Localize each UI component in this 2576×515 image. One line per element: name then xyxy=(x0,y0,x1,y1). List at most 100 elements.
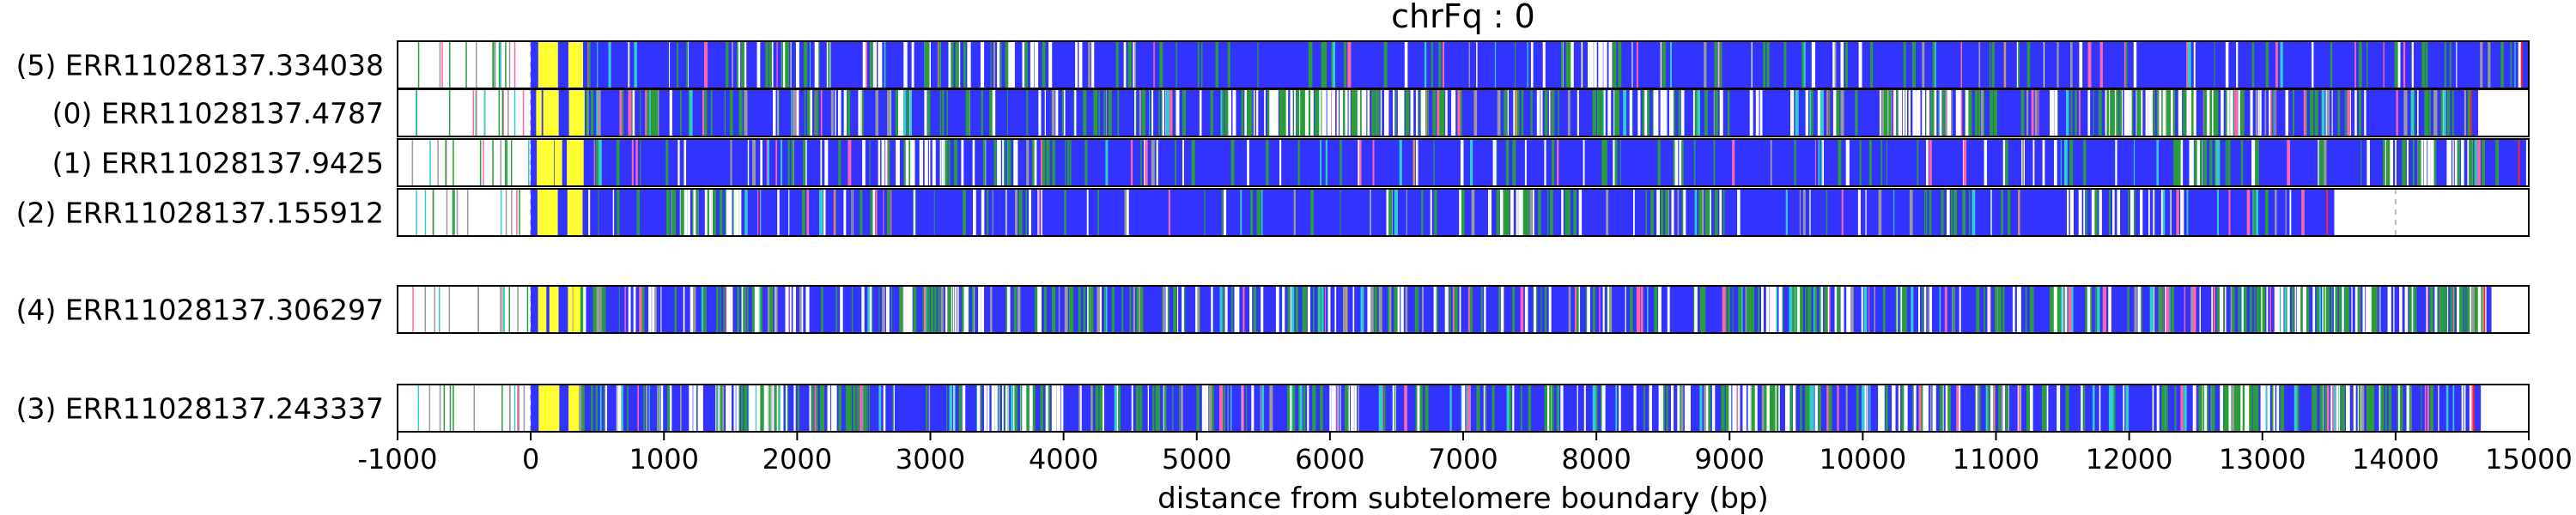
variant-mark xyxy=(1060,385,1064,432)
variant-mark xyxy=(631,89,633,136)
variant-mark xyxy=(913,286,916,333)
variant-mark xyxy=(834,385,837,432)
variant-mark xyxy=(424,286,426,333)
variant-mark xyxy=(2364,89,2366,136)
variant-mark xyxy=(799,286,803,333)
variant-mark xyxy=(2111,385,2116,432)
variant-mark xyxy=(1320,385,1323,432)
variant-mark xyxy=(597,89,601,136)
variant-mark xyxy=(884,41,886,88)
variant-mark xyxy=(598,139,602,186)
variant-mark xyxy=(1845,41,1849,88)
variant-mark xyxy=(2470,385,2472,432)
variant-mark xyxy=(1212,89,1213,136)
variant-mark xyxy=(1430,189,1432,236)
variant-mark xyxy=(1201,385,1206,432)
variant-mark xyxy=(1755,89,1759,136)
variant-mark xyxy=(2500,41,2504,88)
variant-mark xyxy=(2188,89,2191,136)
variant-mark xyxy=(1498,286,1501,333)
variant-mark xyxy=(1348,89,1351,136)
variant-mark xyxy=(765,385,768,432)
read-body xyxy=(531,286,2492,333)
variant-mark xyxy=(720,385,725,432)
variant-mark xyxy=(1568,189,1571,236)
variant-mark xyxy=(2326,89,2330,136)
variant-mark xyxy=(1924,189,1926,236)
variant-mark xyxy=(2067,189,2069,236)
variant-mark xyxy=(1990,189,1992,236)
variant-mark xyxy=(553,41,558,88)
variant-mark xyxy=(1506,385,1510,432)
variant-mark xyxy=(1845,139,1850,186)
variant-mark xyxy=(1737,189,1741,236)
variant-mark xyxy=(878,286,880,333)
variant-mark xyxy=(621,385,623,432)
variant-mark xyxy=(2169,286,2171,333)
variant-mark xyxy=(424,189,427,236)
variant-mark xyxy=(595,385,598,432)
variant-mark xyxy=(1320,139,1322,186)
variant-mark xyxy=(1722,189,1725,236)
variant-mark xyxy=(1524,286,1528,333)
variant-mark xyxy=(994,385,998,432)
variant-mark xyxy=(1035,286,1038,333)
variant-mark xyxy=(769,286,774,333)
variant-mark xyxy=(803,41,808,88)
variant-mark xyxy=(879,41,881,88)
variant-mark xyxy=(1052,286,1055,333)
variant-mark xyxy=(648,385,650,432)
variant-mark xyxy=(885,139,888,186)
variant-mark xyxy=(477,286,479,333)
variant-mark xyxy=(1926,139,1929,186)
variant-mark xyxy=(2417,89,2419,136)
variant-mark xyxy=(2310,89,2314,136)
variant-mark xyxy=(1444,286,1449,333)
variant-mark xyxy=(1176,89,1180,136)
variant-mark xyxy=(1095,385,1099,432)
variant-mark xyxy=(1038,189,1041,236)
variant-mark xyxy=(467,189,469,236)
variant-mark xyxy=(2152,385,2154,432)
variant-mark xyxy=(1795,89,1799,136)
variant-mark xyxy=(845,385,849,432)
variant-mark xyxy=(2271,385,2274,432)
variant-mark xyxy=(439,41,441,88)
variant-mark xyxy=(1932,385,1935,432)
variant-mark xyxy=(1324,286,1327,333)
variant-mark xyxy=(2426,89,2428,136)
variant-mark xyxy=(1904,286,1907,333)
variant-mark xyxy=(1468,385,1470,432)
variant-mark xyxy=(2098,89,2102,136)
variant-mark xyxy=(2322,89,2325,136)
variant-mark xyxy=(872,41,877,88)
variant-mark xyxy=(1893,189,1895,236)
variant-mark xyxy=(1224,286,1228,333)
variant-mark xyxy=(2213,286,2215,333)
variant-mark xyxy=(428,385,431,432)
variant-mark xyxy=(548,385,556,432)
variant-mark xyxy=(2020,89,2025,136)
variant-mark xyxy=(958,385,962,432)
variant-mark xyxy=(542,41,549,88)
variant-mark xyxy=(890,286,892,333)
variant-mark xyxy=(1449,286,1451,333)
variant-mark xyxy=(434,286,435,333)
variant-mark xyxy=(1459,286,1461,333)
variant-mark xyxy=(538,41,547,88)
variant-mark xyxy=(2190,139,2193,186)
variant-mark xyxy=(1878,385,1882,432)
variant-mark xyxy=(1719,41,1722,88)
variant-mark xyxy=(2234,89,2238,136)
variant-mark xyxy=(2001,189,2003,236)
variant-mark xyxy=(2112,189,2115,236)
variant-mark xyxy=(1650,189,1654,236)
variant-mark xyxy=(1466,385,1470,432)
variant-mark xyxy=(2240,139,2244,186)
variant-mark xyxy=(1735,385,1737,432)
variant-mark xyxy=(1512,385,1515,432)
variant-mark xyxy=(1601,139,1606,186)
variant-mark xyxy=(1384,89,1386,136)
variant-mark xyxy=(1959,286,1961,333)
variant-mark xyxy=(803,139,806,186)
